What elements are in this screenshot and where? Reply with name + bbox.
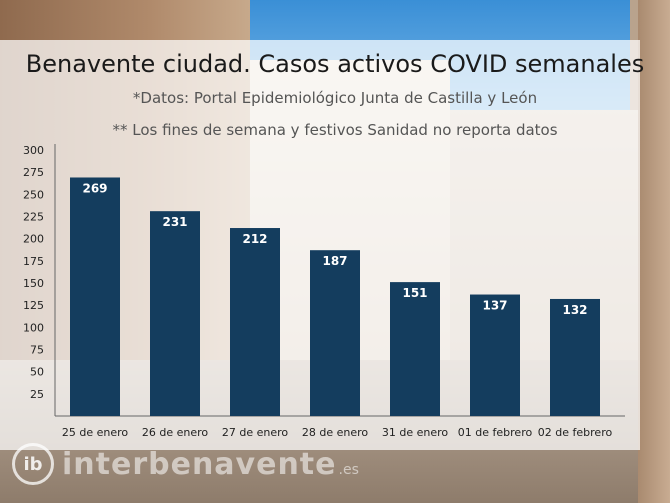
y-tick-label: 175 [23,255,44,268]
bar-value-label: 212 [242,232,267,246]
watermark-logo: ib interbenavente .es [12,440,359,488]
bar-value-label: 137 [482,299,507,313]
y-tick-label: 125 [23,299,44,312]
logo-tld: .es [338,462,359,478]
y-tick-label: 150 [23,277,44,290]
y-tick-label: 25 [30,388,44,401]
x-tick-label: 25 de enero [62,426,129,439]
bar-value-label: 269 [82,181,107,195]
y-tick-label: 50 [30,366,44,379]
x-tick-label: 02 de febrero [538,426,613,439]
chart-subtitle: *Datos: Portal Epidemiológico Junta de C… [132,89,538,107]
bar-value-label: 231 [162,215,187,229]
pillar [638,0,670,503]
bar-value-label: 132 [562,303,587,317]
y-tick-label: 100 [23,321,44,334]
bar [230,228,280,416]
y-tick-label: 200 [23,233,44,246]
y-tick-label: 300 [23,144,44,157]
chart-title: Benavente ciudad. Casos activos COVID se… [25,50,645,78]
x-tick-label: 01 de febrero [458,426,533,439]
bar [470,294,520,416]
x-tick-label: 26 de enero [142,426,209,439]
chart-bars: 269 231 212 187 151 137 132 [70,177,600,416]
bar [70,177,120,416]
x-tick-label: 28 de enero [302,426,369,439]
x-tick-label: 27 de enero [222,426,289,439]
x-tick-label: 31 de enero [382,426,449,439]
bar [310,250,360,416]
y-tick-label: 250 [23,188,44,201]
bar [390,282,440,416]
bar-value-label: 187 [322,254,347,268]
bar [150,211,200,416]
logo-name: interbenavente [62,446,337,482]
bar-value-label: 151 [402,286,427,300]
y-tick-label: 225 [23,211,44,224]
chart-note: ** Los fines de semana y festivos Sanida… [112,121,558,139]
y-tick-label: 75 [30,344,44,357]
y-tick-label: 275 [23,166,44,179]
logo-mark: ib [12,443,54,485]
x-axis-labels: 25 de enero 26 de enero 27 de enero 28 de e… [62,426,613,439]
bar [550,298,600,416]
